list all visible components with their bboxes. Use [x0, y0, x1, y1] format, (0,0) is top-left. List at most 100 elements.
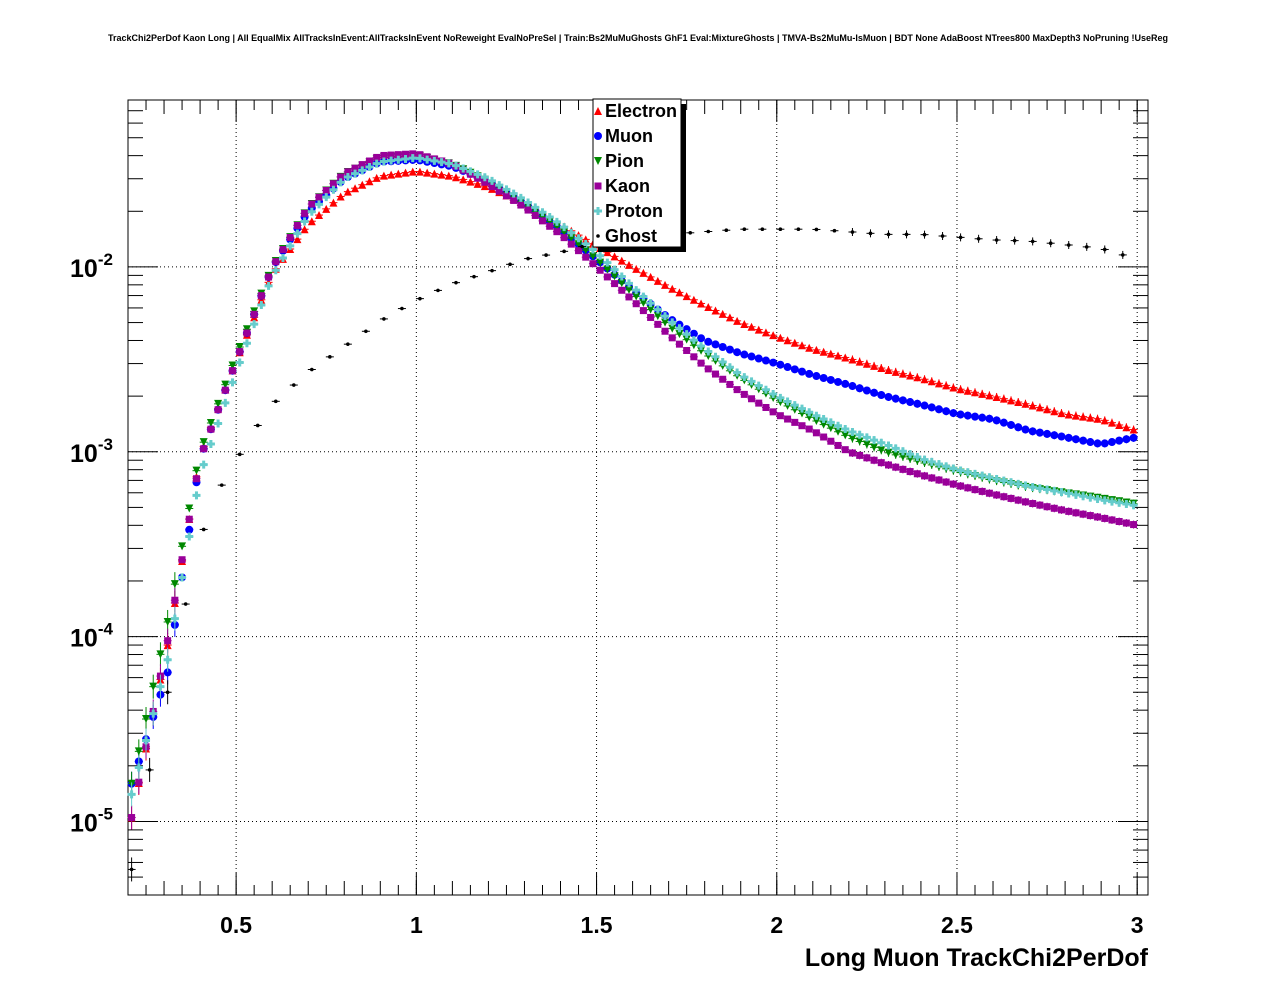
data-point: [358, 161, 366, 169]
data-point: [250, 310, 258, 318]
data-point: [415, 167, 424, 176]
data-point: [1021, 498, 1029, 506]
data-point: [1100, 439, 1109, 448]
data-point: [394, 151, 402, 159]
data-point: [291, 383, 296, 387]
data-point: [310, 367, 314, 372]
data-point: [300, 217, 309, 226]
data-point: [567, 234, 576, 243]
data-point: [797, 404, 806, 413]
data-point: [236, 348, 244, 356]
data-point: [171, 596, 179, 604]
data-point: [229, 367, 237, 375]
data-point: [805, 408, 814, 417]
data-point: [690, 353, 698, 361]
data-point: [308, 200, 316, 208]
y-tick-label: 10-3: [70, 435, 113, 468]
data-point: [790, 401, 799, 410]
data-point: [754, 325, 763, 334]
data-point: [1029, 500, 1037, 508]
data-point: [480, 182, 489, 191]
data-point: [1102, 247, 1107, 252]
data-point: [877, 446, 886, 455]
data-point: [776, 360, 785, 369]
data-point: [863, 454, 871, 462]
legend-label: Kaon: [605, 176, 650, 196]
data-point: [1086, 493, 1095, 502]
data-point: [1050, 407, 1059, 416]
data-point: [776, 393, 785, 402]
series-ghost: [127, 227, 1127, 882]
data-point: [1021, 425, 1030, 434]
data-point: [632, 286, 641, 295]
data-point: [1043, 405, 1052, 414]
data-point: [855, 430, 864, 439]
data-point: [884, 392, 893, 401]
data-point: [1050, 504, 1058, 512]
data-point: [163, 655, 172, 664]
data-point: [459, 164, 468, 173]
data-point: [688, 230, 693, 235]
data-point: [466, 177, 475, 186]
data-point: [454, 280, 458, 285]
data-point: [459, 175, 468, 184]
data-point: [661, 318, 670, 327]
data-point: [273, 399, 278, 404]
data-point: [401, 154, 410, 163]
data-point: [898, 447, 907, 456]
data-point: [1093, 495, 1102, 504]
data-point: [581, 246, 590, 255]
data-point: [1115, 517, 1123, 525]
data-point: [1071, 411, 1080, 420]
data-point: [718, 358, 727, 367]
data-point: [776, 333, 785, 342]
data-point: [257, 301, 266, 310]
data-point: [942, 407, 951, 416]
data-point: [329, 185, 338, 194]
legend-label: Pion: [605, 151, 644, 171]
legend-box: [592, 98, 682, 248]
y-tick-label: 10-4: [70, 620, 113, 653]
data-point: [675, 340, 683, 348]
data-point: [776, 398, 785, 407]
data-point: [957, 482, 965, 490]
data-point: [243, 329, 251, 337]
data-point: [697, 346, 706, 355]
data-point: [999, 476, 1008, 485]
data-point: [495, 187, 503, 195]
data-point: [697, 299, 706, 308]
data-point: [1122, 423, 1131, 432]
data-point: [170, 614, 179, 623]
data-point: [394, 155, 403, 164]
data-point: [250, 320, 259, 329]
data-point: [1130, 521, 1138, 529]
data-point: [819, 374, 828, 383]
data-point: [574, 240, 583, 249]
data-point: [740, 390, 748, 398]
data-point: [624, 279, 633, 288]
data-point: [762, 403, 770, 411]
data-point: [1030, 239, 1035, 244]
data-point: [1066, 243, 1071, 247]
data-point: [582, 253, 590, 261]
legend-label: Proton: [605, 201, 663, 221]
data-point: [581, 239, 590, 248]
data-point: [747, 352, 756, 361]
data-point: [906, 454, 915, 463]
data-point: [689, 336, 698, 345]
data-point: [812, 372, 821, 381]
data-point: [379, 171, 388, 180]
data-point: [128, 814, 136, 822]
data-point: [1084, 245, 1089, 249]
series-group: [127, 150, 1138, 882]
data-point: [596, 266, 604, 274]
data-point: [451, 161, 460, 170]
data-point: [134, 763, 143, 772]
data-point: [934, 405, 943, 414]
data-point: [163, 617, 172, 626]
data-point: [1100, 416, 1109, 425]
data-point: [610, 265, 619, 274]
data-point: [964, 484, 972, 492]
data-point: [790, 405, 799, 414]
y-tick-exponent: -2: [98, 250, 113, 269]
